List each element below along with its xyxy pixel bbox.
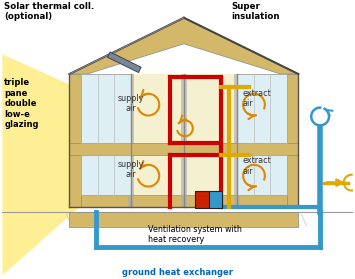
Text: ground heat exchanger: ground heat exchanger (122, 268, 234, 278)
Text: supply
air: supply air (118, 160, 144, 179)
Bar (234, 74, 240, 207)
Bar (70, 195, 299, 207)
Bar (81, 74, 131, 143)
Bar (81, 143, 286, 195)
Bar (209, 191, 223, 208)
Bar (181, 74, 187, 207)
Polygon shape (70, 18, 299, 74)
Bar (70, 143, 299, 155)
Bar (108, 52, 141, 73)
Bar (81, 155, 131, 195)
Polygon shape (2, 54, 79, 275)
Text: extract
air: extract air (242, 156, 271, 175)
Text: supply
air: supply air (118, 94, 144, 113)
Text: Super
insulation: Super insulation (231, 2, 280, 21)
Bar (70, 212, 299, 227)
Bar (81, 74, 286, 143)
Bar (237, 74, 286, 143)
Text: triple
pane
double
low-e
glazing: triple pane double low-e glazing (4, 78, 39, 129)
Text: Ventilation system with
heat recovery: Ventilation system with heat recovery (148, 225, 242, 244)
Bar (237, 155, 286, 195)
Text: Solar thermal coll.
(optional): Solar thermal coll. (optional) (4, 2, 94, 21)
Bar (128, 74, 133, 207)
Bar (286, 74, 299, 207)
Bar (70, 74, 81, 207)
Bar (195, 191, 209, 208)
Text: extract
air: extract air (242, 89, 271, 109)
